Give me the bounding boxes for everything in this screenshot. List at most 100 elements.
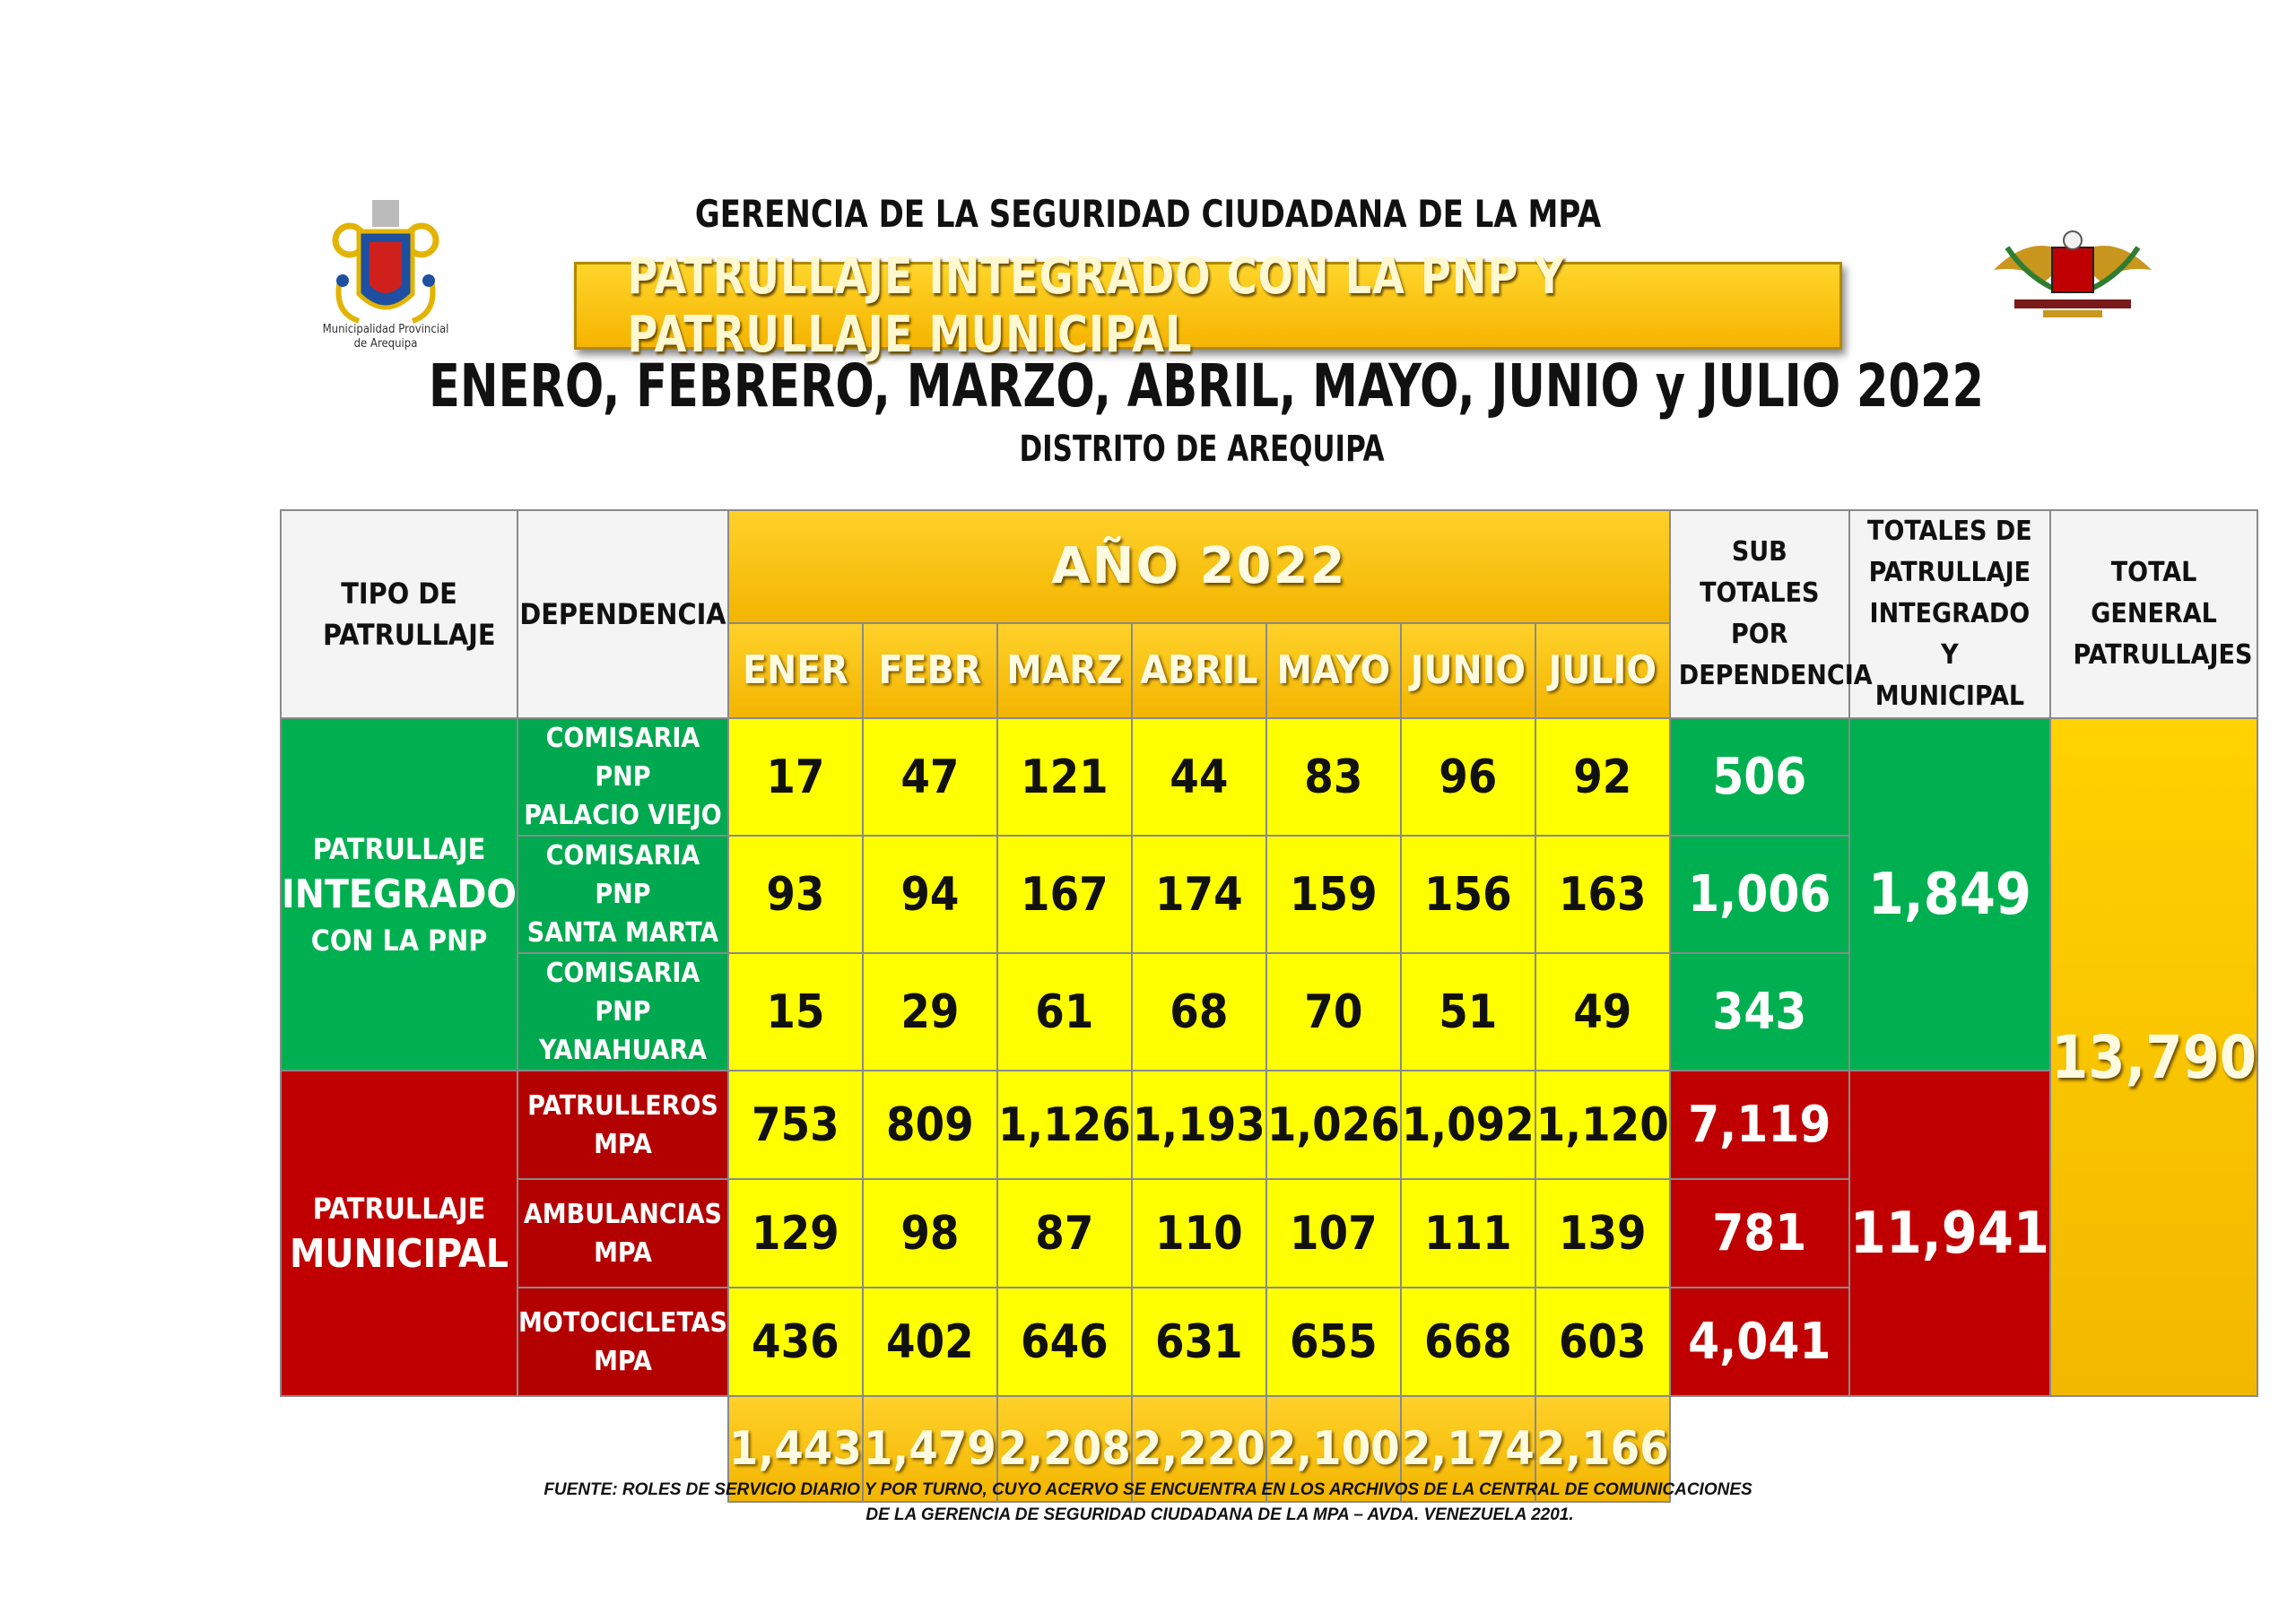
district-title: DISTRITO DE AREQUIPA xyxy=(1019,429,1385,470)
dependencia-cell: COMISARIA PNP PALACIO VIEJO xyxy=(517,717,729,837)
col-general-header: TOTAL GENERAL PATRULLAJES xyxy=(2048,509,2259,719)
value-cell: 174 xyxy=(1130,835,1267,954)
col-totales-header: TOTALES DE PATRULLAJE INTEGRADO Y MUNICI… xyxy=(1848,509,2051,719)
value-cell: 96 xyxy=(1399,717,1536,837)
blank-cell xyxy=(2049,1396,2258,1502)
value-cell: 70 xyxy=(1265,952,1402,1071)
value-cell: 668 xyxy=(1399,1287,1536,1397)
value-cell: 139 xyxy=(1534,1178,1671,1288)
value-cell: 436 xyxy=(726,1287,864,1397)
blank-cell xyxy=(281,1396,518,1502)
logo-caption-line1: Municipalidad Provincial xyxy=(322,323,449,336)
month-header: JUNIO xyxy=(1399,621,1536,720)
value-cell: 68 xyxy=(1130,952,1267,1071)
month-total-cell: 1,443 xyxy=(726,1395,864,1503)
value-cell: 83 xyxy=(1265,717,1402,837)
value-cell: 61 xyxy=(996,952,1133,1071)
source-note: FUENTE: ROLES DE SERVICIO DIARIO Y POR T… xyxy=(0,1478,2296,1528)
value-cell: 1,193 xyxy=(1130,1070,1267,1180)
value-cell: 809 xyxy=(861,1070,998,1180)
value-cell: 631 xyxy=(1130,1287,1267,1397)
logo-caption: Municipalidad Provincial de Arequipa xyxy=(305,323,466,351)
value-cell: 603 xyxy=(1534,1287,1671,1397)
value-cell: 1,092 xyxy=(1399,1070,1536,1180)
group-total-municipal: 11,941 xyxy=(1848,1070,2051,1397)
value-cell: 167 xyxy=(996,835,1133,954)
patrol-table: TIPO DE PATRULLAJE DEPENDENCIA AÑO 2022 … xyxy=(279,509,2259,1503)
month-total-cell: 2,100 xyxy=(1265,1395,1402,1503)
dependencia-cell: AMBULANCIAS MPA xyxy=(517,1178,729,1288)
value-cell: 163 xyxy=(1534,835,1671,954)
months-title: ENERO, FEBRERO, MARZO, ABRIL, MAYO, JUNI… xyxy=(428,351,1985,421)
subtotal-cell: 781 xyxy=(1668,1178,1850,1288)
month-total-cell: 2,166 xyxy=(1534,1395,1671,1503)
dependencia-line: COMISARIA PNP xyxy=(545,958,700,1028)
month-header: ABRIL xyxy=(1130,621,1267,720)
dependencia-line: MPA xyxy=(594,1128,652,1160)
value-cell: 94 xyxy=(861,835,998,954)
value-cell: 159 xyxy=(1265,835,1402,954)
value-cell: 110 xyxy=(1130,1178,1267,1288)
col-totales-label: TOTALES DE PATRULLAJE INTEGRADO Y MUNICI… xyxy=(1867,516,2032,712)
value-cell: 402 xyxy=(861,1287,998,1397)
dependencia-line: AMBULANCIAS xyxy=(523,1198,722,1230)
dependencia-cell: PATRULLEROS MPA xyxy=(517,1070,729,1180)
blank-cell xyxy=(517,1396,728,1502)
month-total-cell: 1,479 xyxy=(861,1395,998,1503)
col-tipo-label: TIPO DE PATRULLAJE xyxy=(323,577,496,652)
value-cell: 87 xyxy=(996,1178,1133,1288)
value-cell: 129 xyxy=(726,1178,864,1288)
source-line1: FUENTE: ROLES DE SERVICIO DIARIO Y POR T… xyxy=(544,1480,1752,1499)
security-emblem-logo xyxy=(1994,230,2152,317)
dependencia-cell: MOTOCICLETAS MPA xyxy=(517,1287,729,1397)
subtotal-cell: 1,006 xyxy=(1668,835,1850,954)
dependencia-line: COMISARIA PNP xyxy=(545,723,700,793)
type-cell-municipal: PATRULLAJE MUNICIPAL xyxy=(279,1070,519,1397)
type-cell-integrado: PATRULLAJE INTEGRADO CON LA PNP xyxy=(279,717,519,1071)
blank-cell xyxy=(1848,1396,2050,1502)
dependencia-line: PALACIO VIEJO xyxy=(524,800,722,831)
value-cell: 1,126 xyxy=(996,1070,1133,1180)
dependencia-line: MOTOCICLETAS xyxy=(518,1306,727,1339)
type-line: CON LA PNP xyxy=(310,923,488,958)
month-header: FEBR xyxy=(861,621,998,720)
logo-caption-line2: de Arequipa xyxy=(353,337,418,351)
title-banner: PATRULLAJE INTEGRADO CON LA PNP Y PATRUL… xyxy=(574,247,1842,364)
month-header: MAYO xyxy=(1265,621,1402,720)
dependencia-line: MPA xyxy=(594,1236,652,1269)
dependencia-cell: COMISARIA PNP YANAHUARA xyxy=(517,952,729,1071)
value-cell: 1,120 xyxy=(1534,1070,1671,1180)
type-line: PATRULLAJE xyxy=(312,831,486,866)
value-cell: 121 xyxy=(996,717,1133,837)
dependencia-line: SANTA MARTA xyxy=(526,917,719,949)
banner-text: PATRULLAJE INTEGRADO CON LA PNP Y PATRUL… xyxy=(627,247,1565,364)
value-cell: 49 xyxy=(1534,952,1671,1071)
value-cell: 1,026 xyxy=(1265,1070,1402,1180)
value-cell: 156 xyxy=(1399,835,1536,954)
value-cell: 111 xyxy=(1399,1178,1536,1288)
dependencia-line: COMISARIA PNP xyxy=(545,840,700,910)
value-cell: 753 xyxy=(726,1070,864,1180)
grand-total: 13,790 xyxy=(2048,717,2259,1397)
header-title: GERENCIA DE LA SEGURIDAD CIUDADANA DE LA… xyxy=(694,192,1602,236)
col-dependencia-header: DEPENDENCIA xyxy=(517,509,729,719)
value-cell: 47 xyxy=(861,717,998,837)
subtotal-cell: 343 xyxy=(1668,952,1850,1071)
blank-cell xyxy=(1669,1396,1849,1502)
dependencia-line: YANAHUARA xyxy=(538,1035,708,1066)
subtotal-cell: 4,041 xyxy=(1668,1287,1850,1397)
col-general-label: TOTAL GENERAL PATRULLAJES xyxy=(2073,557,2253,671)
subtotal-cell: 506 xyxy=(1668,717,1850,837)
value-cell: 51 xyxy=(1399,952,1536,1071)
value-cell: 92 xyxy=(1534,717,1671,837)
type-line: PATRULLAJE xyxy=(312,1191,486,1226)
month-total-cell: 2,174 xyxy=(1399,1395,1536,1503)
municipality-coat-of-arms-logo xyxy=(332,200,439,324)
value-cell: 29 xyxy=(861,952,998,1071)
type-line: MUNICIPAL xyxy=(290,1230,509,1277)
year-header: AÑO 2022 xyxy=(726,509,1671,624)
month-header: ENER xyxy=(726,621,864,720)
group-total-integrado: 1,849 xyxy=(1848,717,2051,1071)
col-subtotal-label: SUB TOTALES POR DEPENDENCIA xyxy=(1678,536,1873,691)
source-line2: DE LA GERENCIA DE SEGURIDAD CIUDADANA DE… xyxy=(865,1505,1574,1524)
